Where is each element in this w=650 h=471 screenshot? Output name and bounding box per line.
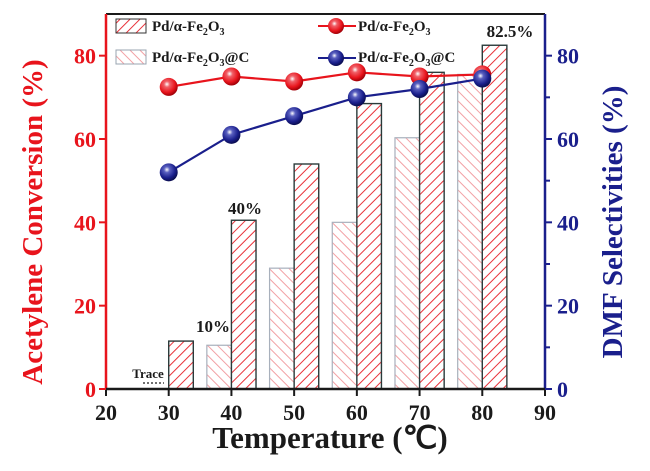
y-tick-label-right: 0 bbox=[557, 377, 568, 402]
y-tick-label-right: 80 bbox=[557, 44, 579, 69]
bar-fe2o3-c bbox=[206, 344, 233, 390]
bar-fe2o3-c bbox=[457, 73, 483, 390]
line-fe2o3-marker bbox=[285, 72, 304, 91]
y-tick-label-right: 60 bbox=[557, 127, 579, 152]
y-tick-label-left: 0 bbox=[85, 377, 96, 402]
legend-marker-blue bbox=[328, 50, 344, 66]
x-tick-label: 60 bbox=[346, 400, 368, 425]
y-tick-label-left: 80 bbox=[74, 44, 96, 69]
bar-fe2o3 bbox=[481, 44, 508, 390]
annotation-trace: Trace bbox=[132, 366, 164, 381]
line-fe2o3-c bbox=[168, 77, 483, 174]
y-tick-label-left: 40 bbox=[74, 210, 96, 235]
x-tick-label: 40 bbox=[220, 400, 242, 425]
x-axis-label: Temperature (℃) bbox=[212, 420, 447, 455]
line-fe2o3-c-marker bbox=[410, 80, 429, 98]
line-fe2o3 bbox=[168, 71, 483, 89]
line-fe2o3-c-marker bbox=[473, 69, 492, 88]
legend-swatch-hatch-light bbox=[115, 49, 147, 65]
legend-marker-red bbox=[328, 18, 344, 34]
bar-fe2o3 bbox=[168, 340, 194, 390]
legend: Pd/α-Fe2O3 Pd/α-Fe2O3@C Pd/α-Fe2O3 Pd/α-… bbox=[115, 18, 455, 69]
annotation-82-5pct: 82.5% bbox=[487, 22, 534, 41]
bar-fe2o3 bbox=[356, 102, 383, 390]
line-fe2o3-marker bbox=[222, 67, 241, 86]
y-tick-label-left: 60 bbox=[74, 127, 96, 152]
lines bbox=[159, 63, 492, 182]
legend-label: Pd/α-Fe2O3@C bbox=[358, 50, 455, 69]
line-fe2o3-marker bbox=[410, 67, 429, 86]
legend-item-line-fe2o3-c: Pd/α-Fe2O3@C bbox=[318, 50, 455, 69]
bar-fe2o3 bbox=[418, 71, 445, 390]
bar-fe2o3-c bbox=[394, 137, 421, 390]
y-axis-label-right: DMF Selectivities (%) bbox=[597, 86, 629, 359]
legend-item-bar-fe2o3: Pd/α-Fe2O3 bbox=[115, 18, 225, 38]
x-tick-label: 80 bbox=[471, 400, 493, 425]
x-tick-label: 90 bbox=[534, 400, 556, 425]
bar-fe2o3 bbox=[293, 163, 320, 390]
y-tick-label-right: 20 bbox=[557, 294, 579, 319]
line-fe2o3-marker bbox=[159, 77, 178, 96]
line-fe2o3-c-marker bbox=[159, 163, 178, 182]
annotation-10pct: 10% bbox=[196, 317, 230, 336]
legend-label: Pd/α-Fe2O3 bbox=[152, 19, 225, 38]
annotation-40pct: 40% bbox=[228, 199, 262, 218]
legend-swatch-hatch bbox=[115, 18, 147, 34]
x-tick-label: 20 bbox=[95, 400, 117, 425]
bar-fe2o3 bbox=[230, 219, 257, 390]
legend-label: Pd/α-Fe2O3 bbox=[358, 19, 431, 38]
line-fe2o3-marker bbox=[347, 63, 366, 82]
y-tick-label-right: 40 bbox=[557, 210, 579, 235]
x-tick-label: 50 bbox=[283, 400, 305, 425]
x-tick-label: 70 bbox=[409, 400, 431, 425]
x-tick-label: 30 bbox=[158, 400, 180, 425]
y-tick-label-left: 20 bbox=[74, 294, 96, 319]
legend-item-bar-fe2o3-c: Pd/α-Fe2O3@C bbox=[115, 49, 249, 69]
legend-item-line-fe2o3: Pd/α-Fe2O3 bbox=[318, 18, 431, 38]
bar-fe2o3-c bbox=[331, 221, 358, 390]
bar-fe2o3-c bbox=[268, 267, 295, 390]
y-axis-label-left: Acetylene Conversion (%) bbox=[17, 59, 49, 384]
line-fe2o3-c-marker bbox=[285, 107, 304, 126]
bars bbox=[168, 44, 508, 390]
line-fe2o3-c-marker bbox=[222, 125, 241, 144]
legend-label: Pd/α-Fe2O3@C bbox=[152, 50, 249, 69]
line-fe2o3-c-marker bbox=[347, 88, 366, 107]
